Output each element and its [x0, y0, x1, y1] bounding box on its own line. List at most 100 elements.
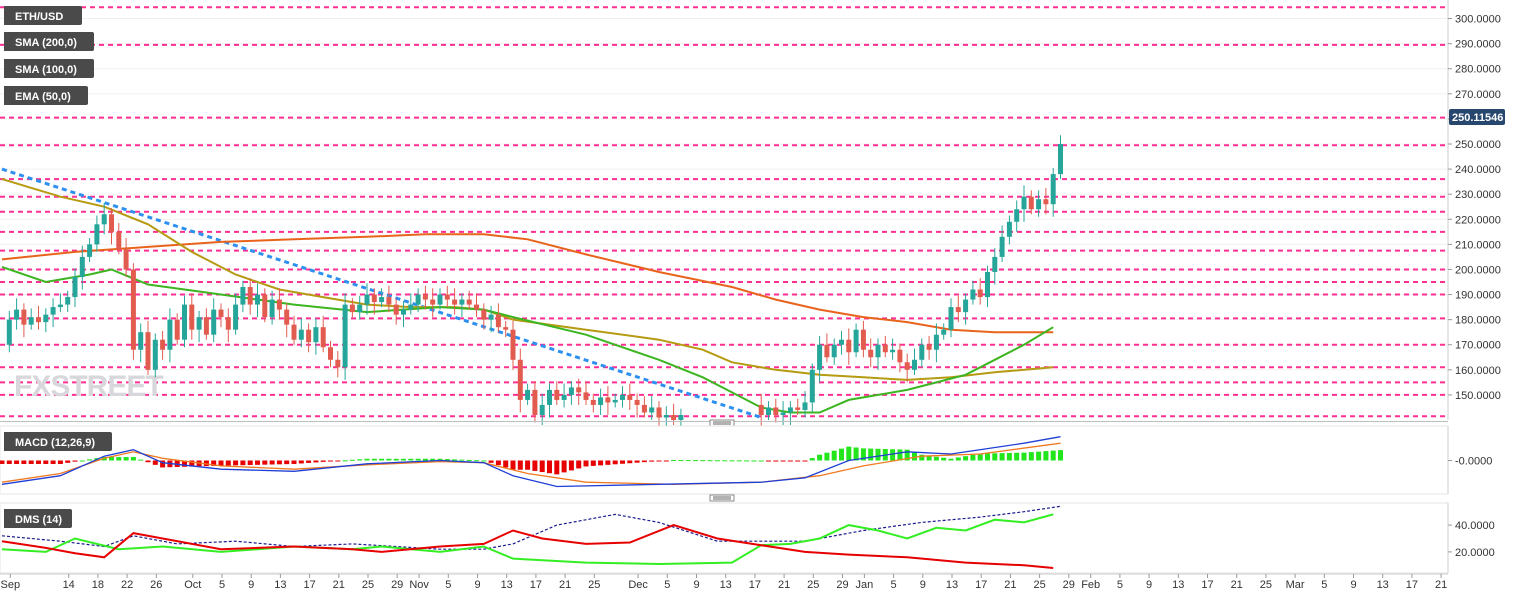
- macd-bar: [518, 461, 523, 470]
- macd-bar: [262, 461, 267, 465]
- macd-bar: [467, 460, 472, 461]
- macd-bar: [51, 461, 56, 464]
- macd-bar: [14, 461, 19, 464]
- legend-macd[interactable]: MACD (12,26,9): [4, 432, 112, 451]
- macd-panel: -0.0000 MACD (12,26,9): [0, 426, 1492, 494]
- price-tick: 250.0000: [1455, 139, 1501, 151]
- macd-bar: [408, 459, 413, 461]
- price-tick: 220.0000: [1455, 214, 1501, 226]
- price-tick: 190.0000: [1455, 290, 1501, 302]
- legend-ema50-label: EMA (50,0): [15, 91, 71, 103]
- price-tick: 270.0000: [1455, 89, 1501, 101]
- x-tick-label: 17: [303, 579, 315, 591]
- macd-bar: [138, 460, 143, 461]
- macd-bar: [386, 459, 391, 461]
- x-tick-label: 5: [219, 579, 225, 591]
- macd-bar: [284, 461, 289, 465]
- macd-bar: [306, 461, 311, 463]
- macd-bar: [1043, 451, 1048, 460]
- macd-bar: [700, 460, 705, 461]
- macd-bar: [949, 459, 954, 461]
- macd-bar: [605, 461, 610, 465]
- macd-bar: [131, 457, 136, 460]
- macd-bar: [335, 461, 340, 462]
- resize-handle[interactable]: [710, 420, 734, 426]
- macd-bar: [584, 461, 589, 467]
- x-tick-label: Dec: [628, 579, 648, 591]
- x-tick-label: 29: [1063, 579, 1075, 591]
- macd-bar: [343, 460, 348, 461]
- macd-bar: [817, 455, 822, 461]
- macd-bar: [832, 451, 837, 461]
- macd-bar: [255, 461, 260, 465]
- macd-bar: [985, 453, 990, 460]
- macd-bar: [350, 460, 355, 461]
- price-tick: 150.0000: [1455, 390, 1501, 402]
- macd-bar: [642, 461, 647, 463]
- x-tick-label: 5: [445, 579, 451, 591]
- macd-bar: [547, 461, 552, 474]
- legend-dms[interactable]: DMS (14): [4, 509, 72, 528]
- macd-bar: [1022, 453, 1027, 461]
- macd-bar: [730, 460, 735, 461]
- macd-bar: [277, 461, 282, 465]
- x-tick-label: 29: [836, 579, 848, 591]
- x-tick-label: Mar: [1286, 579, 1305, 591]
- x-tick-label: 13: [274, 579, 286, 591]
- price-tick: 280.0000: [1455, 64, 1501, 76]
- macd-bar: [912, 452, 917, 460]
- macd-bar: [270, 461, 275, 465]
- macd-bar: [511, 461, 516, 470]
- macd-bar: [788, 461, 793, 462]
- x-tick-label: 5: [664, 579, 670, 591]
- x-tick-label: 9: [693, 579, 699, 591]
- macd-bar: [233, 461, 238, 466]
- legend-sma200[interactable]: SMA (200,0): [4, 32, 94, 51]
- macd-bar: [1036, 452, 1041, 461]
- macd-bar: [153, 461, 158, 465]
- legend-symbol-label: ETH/USD: [15, 11, 63, 23]
- x-tick-label: 9: [1350, 579, 1356, 591]
- macd-bar: [824, 453, 829, 461]
- x-tick-label: 21: [1231, 579, 1243, 591]
- dms-tick: 40.0000: [1455, 520, 1495, 532]
- legend-ema50[interactable]: EMA (50,0): [4, 86, 88, 105]
- macd-bar: [365, 459, 370, 461]
- macd-bar: [686, 460, 691, 461]
- macd-bar: [394, 459, 399, 461]
- macd-bar: [1051, 451, 1056, 461]
- legend-sma100[interactable]: SMA (100,0): [4, 59, 94, 78]
- x-tick-label: 21: [333, 579, 345, 591]
- macd-bar: [240, 461, 245, 466]
- price-tick: 160.0000: [1455, 365, 1501, 377]
- legend-sma200-label: SMA (200,0): [15, 37, 77, 49]
- x-tick-label: 26: [150, 579, 162, 591]
- current-price-tag: 250.11546: [1449, 109, 1505, 125]
- macd-bar: [146, 461, 151, 463]
- macd-bar: [459, 460, 464, 461]
- x-tick-label: 13: [501, 579, 513, 591]
- price-tick: 210.0000: [1455, 239, 1501, 251]
- x-tick-label: 9: [474, 579, 480, 591]
- x-tick-label: 5: [1117, 579, 1123, 591]
- macd-bar: [1014, 453, 1019, 461]
- legend-symbol[interactable]: ETH/USD: [4, 6, 82, 25]
- current-price: 250.11546: [1452, 112, 1503, 124]
- macd-bar: [474, 460, 479, 461]
- x-tick-label: 25: [807, 579, 819, 591]
- macd-bar: [401, 459, 406, 461]
- x-tick-label: 13: [720, 579, 732, 591]
- macd-bar: [423, 459, 428, 461]
- x-tick-label: 9: [1146, 579, 1152, 591]
- price-tick: 290.0000: [1455, 39, 1501, 51]
- macd-bar: [839, 449, 844, 461]
- macd-bar: [292, 461, 297, 464]
- macd-bar: [598, 461, 603, 466]
- candle: [343, 293, 348, 380]
- x-tick-label: 18: [92, 579, 104, 591]
- resize-handle-2[interactable]: [710, 495, 734, 501]
- macd-bar: [525, 461, 530, 470]
- macd-bar: [248, 461, 253, 466]
- macd-bar: [876, 449, 881, 461]
